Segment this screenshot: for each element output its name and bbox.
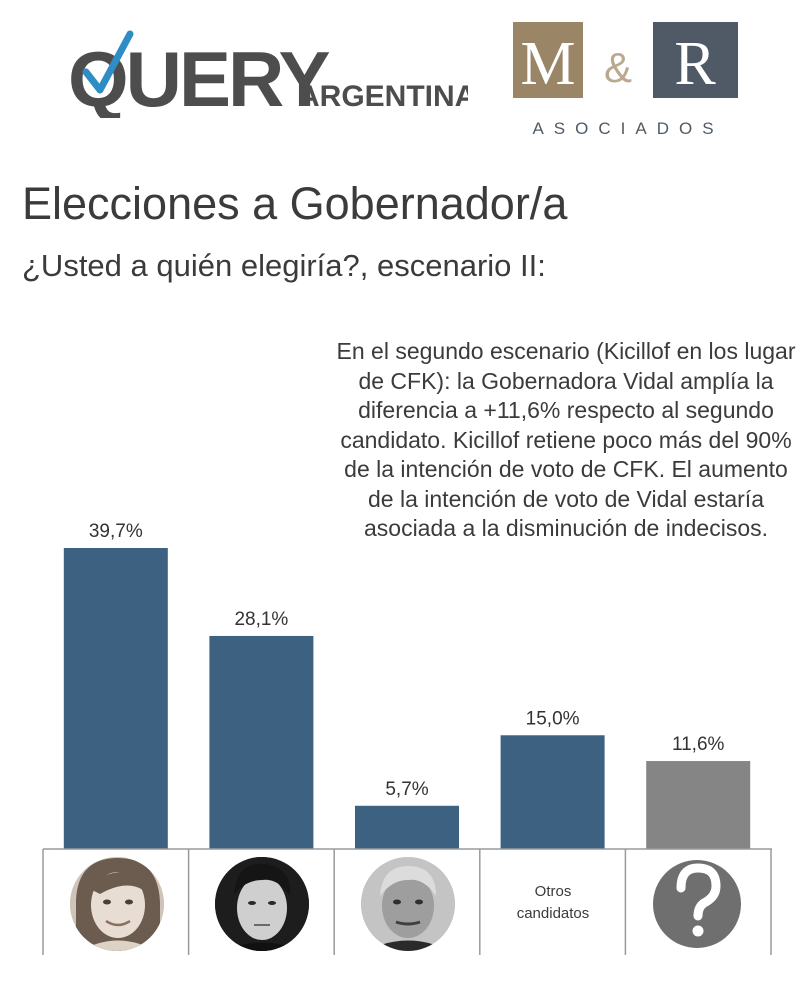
category-label-otros-line1: Otros bbox=[535, 883, 572, 900]
mr-logo-sub: ASOCIADOS bbox=[532, 119, 723, 138]
checkmark-icon bbox=[82, 30, 134, 94]
query-argentina-logo: QUERY ARGENTINA bbox=[68, 30, 468, 118]
mr-logo-r: R bbox=[674, 30, 716, 98]
annotation-note: En el segundo escenario (Kicillof en los… bbox=[336, 338, 796, 541]
mr-logo-left-block bbox=[513, 22, 583, 98]
bar-1 bbox=[63, 548, 168, 849]
mr-logo-amp: & bbox=[604, 44, 632, 91]
query-logo-sub: ARGENTINA bbox=[298, 80, 468, 113]
candidate-photo-2 bbox=[215, 857, 309, 951]
question-mark-icon bbox=[653, 860, 741, 948]
bar-2 bbox=[209, 635, 314, 849]
candidate-photo-3 bbox=[361, 857, 455, 951]
query-logo-word: QUERY bbox=[68, 35, 329, 118]
category-label-otros-line2: candidatos bbox=[517, 905, 590, 922]
bar-4 bbox=[500, 735, 605, 849]
bar-value-label-2: 28,1% bbox=[234, 609, 288, 630]
bar-value-label-1: 39,7% bbox=[89, 521, 143, 542]
mr-logo-m: M bbox=[520, 30, 575, 98]
bar-value-label-3: 5,7% bbox=[385, 779, 428, 800]
bar-value-label-5: 11,6% bbox=[672, 734, 725, 755]
candidate-photo-1 bbox=[70, 857, 164, 951]
bar-value-label-4: 15,0% bbox=[526, 708, 580, 729]
mr-asociados-logo: M & R ASOCIADOS bbox=[513, 22, 738, 138]
page-subtitle: ¿Usted a quién elegiría?, escenario II: bbox=[22, 248, 546, 283]
bar-5 bbox=[646, 761, 751, 849]
mr-logo-right-block bbox=[653, 22, 738, 98]
page-title: Elecciones a Gobernador/a bbox=[22, 178, 568, 229]
bar-3 bbox=[355, 805, 459, 849]
